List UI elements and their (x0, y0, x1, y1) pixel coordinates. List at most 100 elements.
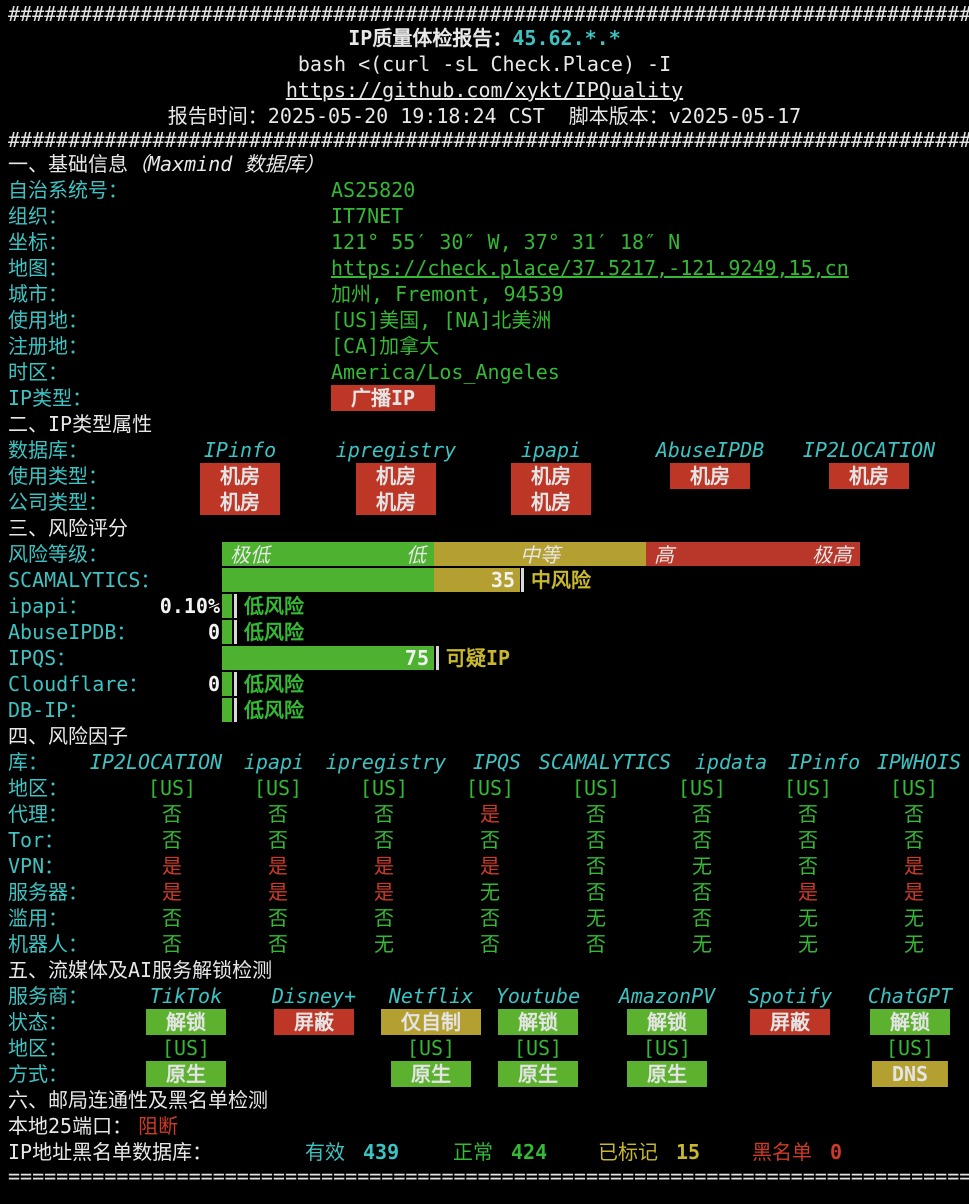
factor-cell: 否 (374, 906, 394, 930)
risk-row-abuseipdb: AbuseIPDB： 0 低风险 (0, 619, 969, 645)
factor-cell: 是 (904, 854, 924, 878)
row-org: 组织： IT7NET (0, 203, 969, 229)
stream-region-label: 地区： (8, 1036, 68, 1060)
factor-cell: 否 (480, 906, 500, 930)
factor-row-region: 地区： [US] [US] [US] [US] [US] [US] [US] [US] (0, 775, 969, 801)
company-type-label: 公司类型： (8, 490, 108, 514)
factor-db-header: SCAMALYTICS (538, 750, 672, 774)
port25-label: 本地25端口： (8, 1114, 133, 1138)
company-type-badge: 机房 (356, 489, 436, 515)
score-value: 0 (207, 672, 220, 696)
ip-type-badge: 广播IP (331, 385, 436, 411)
asn-value: AS25820 (331, 178, 416, 202)
factor-cell: 否 (798, 802, 818, 826)
timezone-label: 时区： (8, 360, 68, 384)
factor-row-abuse: 滥用： 否 否 否 否 无 否 无 无 (0, 905, 969, 931)
provider-header: TikTok (149, 984, 223, 1008)
risk-scale-bar: 极低 低 中等 高 极高 (222, 542, 860, 567)
factor-cell: 无 (692, 854, 712, 878)
factor-cell: 无 (904, 932, 924, 956)
scale-label-low: 低 (406, 543, 426, 567)
factor-cell: 是 (798, 880, 818, 904)
usage-type-badge: 机房 (511, 463, 591, 489)
score-verdict: 可疑IP (446, 646, 511, 670)
stat-label: 黑名单 (752, 1140, 812, 1164)
scale-segment-low: 极低 低 (222, 542, 434, 567)
factor-cell: 否 (586, 802, 606, 826)
blacklist-row: IP地址黑名单数据库： 有效 439 正常 424 已标记 15 黑名单 0 (0, 1139, 969, 1165)
factor-row-proxy: 代理： 否 否 否 是 否 否 否 否 (0, 801, 969, 827)
risk-scale-row: 风险等级： 极低 低 中等 高 极高 (0, 541, 969, 567)
map-link[interactable]: https://check.place/37.5217,-121.9249,15… (331, 256, 849, 280)
registration-location-value: [CA]加拿大 (331, 334, 440, 358)
method-badge: 原生 (146, 1061, 226, 1087)
asn-label: 自治系统号： (8, 178, 128, 202)
stat-value: 424 (511, 1140, 548, 1164)
coords-value: 121° 55′ 30″ W, 37° 31′ 18″ N (331, 230, 681, 254)
db-header: ipregistry (335, 438, 457, 462)
provider-header: AmazonPV (618, 984, 716, 1008)
coords-label: 坐标： (8, 230, 68, 254)
stat-clean: 正常 424 (453, 1139, 547, 1165)
command-line: bash <(curl -sL Check.Place) -I (297, 52, 672, 76)
report-title-label: IP质量体检报告： (348, 26, 513, 50)
status-badge: 解锁 (498, 1009, 578, 1035)
factor-row-bot: 机器人： 否 否 无 否 否 无 无 无 (0, 931, 969, 957)
factor-cell: 否 (692, 802, 712, 826)
factor-cell: 无 (798, 906, 818, 930)
factor-label: 滥用： (8, 906, 68, 930)
stat-valid: 有效 439 (305, 1139, 399, 1165)
stream-region-value: [US] (885, 1036, 935, 1060)
repo-link[interactable]: https://github.com/xykt/IPQuality (285, 78, 684, 102)
score-separator (234, 620, 237, 644)
factor-cell: 是 (374, 854, 394, 878)
scale-label-veryhigh: 极高 (812, 543, 852, 567)
score-bar (222, 672, 232, 696)
time-line: 报告时间：2025-05-20 19:18:24 CST 脚本版本：v2025-0… (0, 103, 969, 129)
db-header: IP2LOCATION (802, 438, 936, 462)
stream-region-value: [US] (406, 1036, 456, 1060)
usage-type-badge: 机房 (829, 463, 909, 489)
usage-type-row: 使用类型： 机房 机房 机房 机房 机房 (0, 463, 969, 489)
row-timezone: 时区： America/Los_Angeles (0, 359, 969, 385)
row-ip-type: IP类型： 广播IP (0, 385, 969, 411)
factor-cell: [US] (147, 776, 197, 800)
section-basic-info-title: 一、基础信息（Maxmind 数据库） (8, 152, 325, 176)
provider-label: DB-IP： (8, 698, 89, 722)
factor-cell: [US] (359, 776, 409, 800)
factor-row-server: 服务器： 是 是 是 无 否 否 是 是 (0, 879, 969, 905)
stream-region-value: [US] (513, 1036, 563, 1060)
factor-db-header-row: 库： IP2LOCATION ipapi ipregistry IPQS SCAMALYT… (0, 749, 969, 775)
usage-type-badge: 机房 (356, 463, 436, 489)
factor-cell: 是 (480, 802, 500, 826)
score-separator (234, 698, 237, 722)
factor-label: Tor： (8, 828, 65, 852)
risk-row-ipapi: ipapi： 0.10% 低风险 (0, 593, 969, 619)
factor-cell: [US] (677, 776, 727, 800)
score-bar (222, 620, 232, 644)
scale-label-medium: 中等 (520, 543, 560, 567)
scale-label-verylow: 极低 (230, 543, 270, 567)
port25-status: 阻断 (138, 1114, 179, 1138)
section-risk-factors-title: 四、风险因子 (8, 724, 128, 748)
factor-db-header: ipregistry (325, 750, 447, 774)
score-verdict: 低风险 (244, 698, 304, 722)
factor-cell: [US] (783, 776, 833, 800)
usage-type-label: 使用类型： (8, 464, 108, 488)
factor-cell: [US] (253, 776, 303, 800)
factor-cell: 是 (374, 880, 394, 904)
factor-row-vpn: VPN： 是 是 是 是 否 无 否 是 (0, 853, 969, 879)
factor-cell: 否 (480, 932, 500, 956)
row-registration-location: 注册地： [CA]加拿大 (0, 333, 969, 359)
port25-row: 本地25端口： 阻断 (0, 1113, 969, 1139)
score-separator (436, 646, 439, 670)
factor-cell: 否 (268, 932, 288, 956)
provider-header-row: 服务商： TikTok Disney+ Netflix Youtube AmazonPV S… (0, 983, 969, 1009)
section-mail-title: 六、邮局连通性及黑名单检测 (8, 1088, 268, 1112)
map-label: 地图： (8, 256, 68, 280)
company-type-row: 公司类型： 机房 机房 机房 (0, 489, 969, 515)
status-badge: 屏蔽 (750, 1009, 830, 1035)
hash-border-mid: ########################################… (8, 129, 969, 151)
factor-cell: [US] (465, 776, 515, 800)
score-verdict: 低风险 (244, 594, 304, 618)
